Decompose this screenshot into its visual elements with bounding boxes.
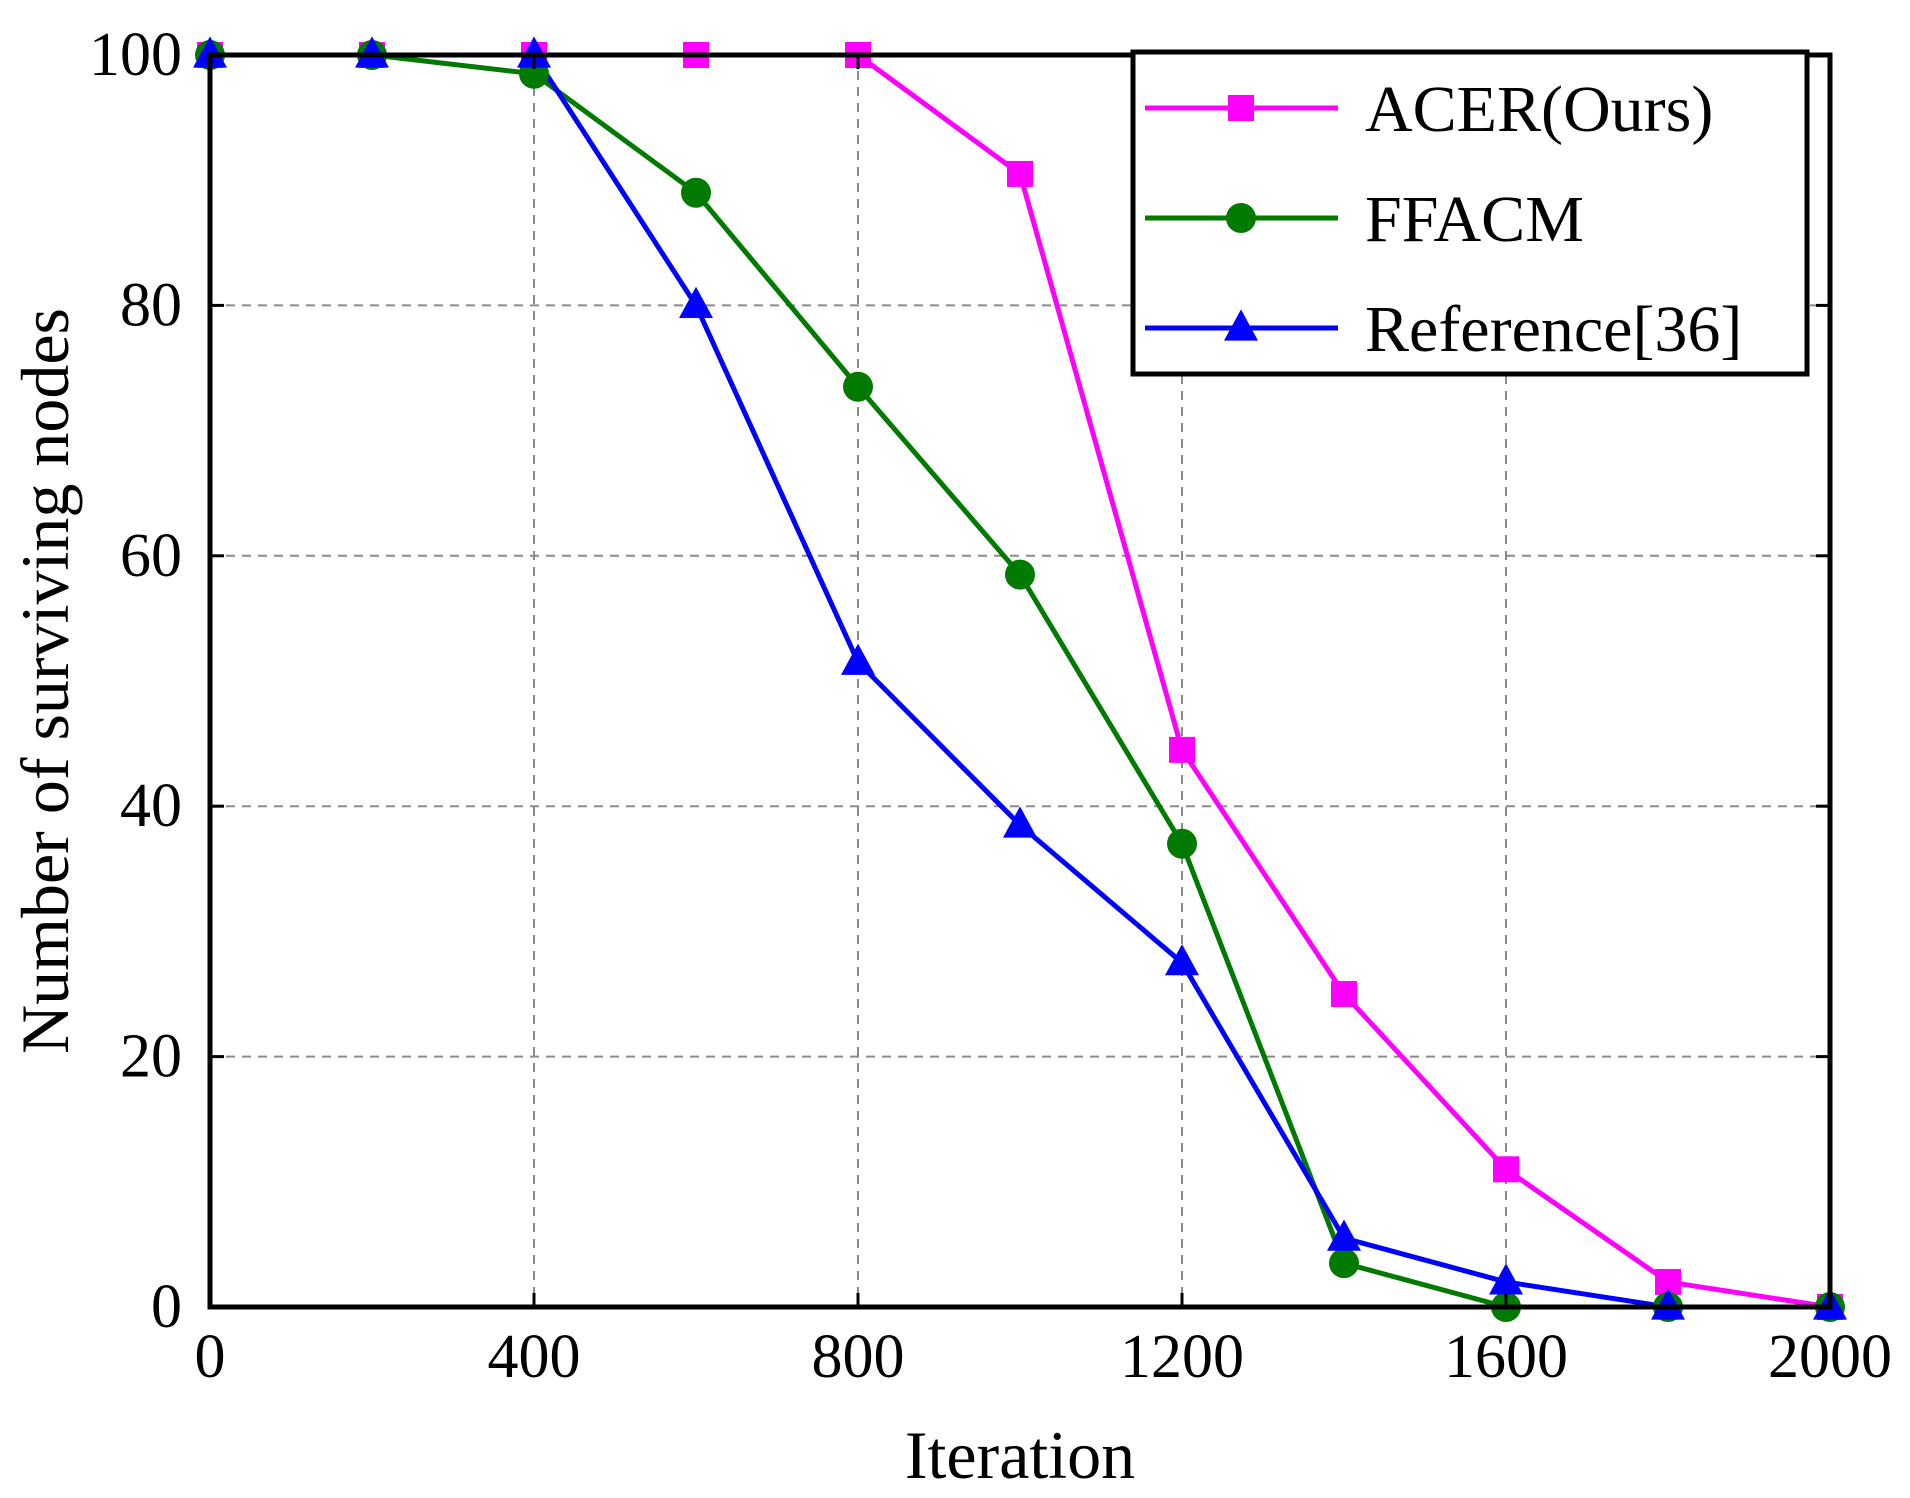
data-point-ffacm <box>681 177 711 208</box>
data-point-reference-36 <box>193 36 227 68</box>
y-axis-title: Number of surviving nodes <box>7 308 83 1054</box>
legend-marker-reference-36 <box>1224 309 1258 341</box>
x-tick-label: 800 <box>812 1323 905 1391</box>
legend-label-acer-ours: ACER(Ours) <box>1365 73 1713 146</box>
x-axis-tick-labels: 0 400 800 1200 1600 2000 <box>195 1323 1893 1391</box>
data-point-acer-ours <box>1493 1156 1519 1183</box>
y-tick-label: 80 <box>120 271 182 339</box>
legend-marker-acer-ours <box>1228 95 1254 121</box>
legend-item-acer-ours: ACER(Ours) <box>1145 73 1713 146</box>
data-point-reference-36 <box>1165 944 1199 976</box>
data-point-acer-ours <box>1007 160 1033 187</box>
data-point-reference-36 <box>1489 1263 1523 1295</box>
y-tick-label: 0 <box>151 1273 182 1341</box>
y-tick-label: 100 <box>89 21 182 89</box>
legend: ACER(Ours) FFACM Reference[36] <box>1130 49 1810 377</box>
y-tick-label: 20 <box>120 1023 182 1091</box>
data-point-reference-36 <box>841 643 875 675</box>
legend-item-reference-36: Reference[36] <box>1145 293 1742 366</box>
axis-ticks <box>208 53 1832 1309</box>
series-markers-reference-36 <box>193 36 1847 1320</box>
x-tick-label: 2000 <box>1768 1323 1892 1391</box>
legend-item-ffacm: FFACM <box>1145 183 1584 256</box>
data-point-ffacm <box>1005 559 1035 590</box>
data-point-reference-36 <box>517 36 551 68</box>
data-point-reference-36 <box>679 286 713 318</box>
data-point-acer-ours <box>1169 736 1195 763</box>
plot-frame <box>207 52 1833 1310</box>
y-axis-tick-labels: 0 20 40 60 80 100 <box>89 21 182 1341</box>
data-point-ffacm <box>843 371 873 402</box>
x-tick-label: 1600 <box>1444 1323 1568 1391</box>
legend-label-reference-36: Reference[36] <box>1365 293 1742 366</box>
x-tick-label: 400 <box>488 1323 581 1391</box>
data-point-reference-36 <box>1651 1288 1685 1320</box>
data-point-reference-36 <box>355 36 389 68</box>
legend-marker-ffacm <box>1226 203 1256 233</box>
x-tick-label: 0 <box>195 1323 226 1391</box>
legend-label-ffacm: FFACM <box>1365 183 1584 256</box>
data-point-ffacm <box>1329 1248 1359 1279</box>
data-point-acer-ours <box>1331 981 1357 1007</box>
x-tick-label: 1200 <box>1120 1323 1244 1391</box>
y-tick-label: 60 <box>120 522 182 590</box>
data-point-ffacm <box>1167 828 1197 859</box>
data-point-reference-36 <box>1327 1219 1361 1251</box>
y-tick-label: 40 <box>120 772 182 840</box>
data-point-reference-36 <box>1003 806 1037 838</box>
x-axis-title: Iteration <box>905 1417 1135 1493</box>
